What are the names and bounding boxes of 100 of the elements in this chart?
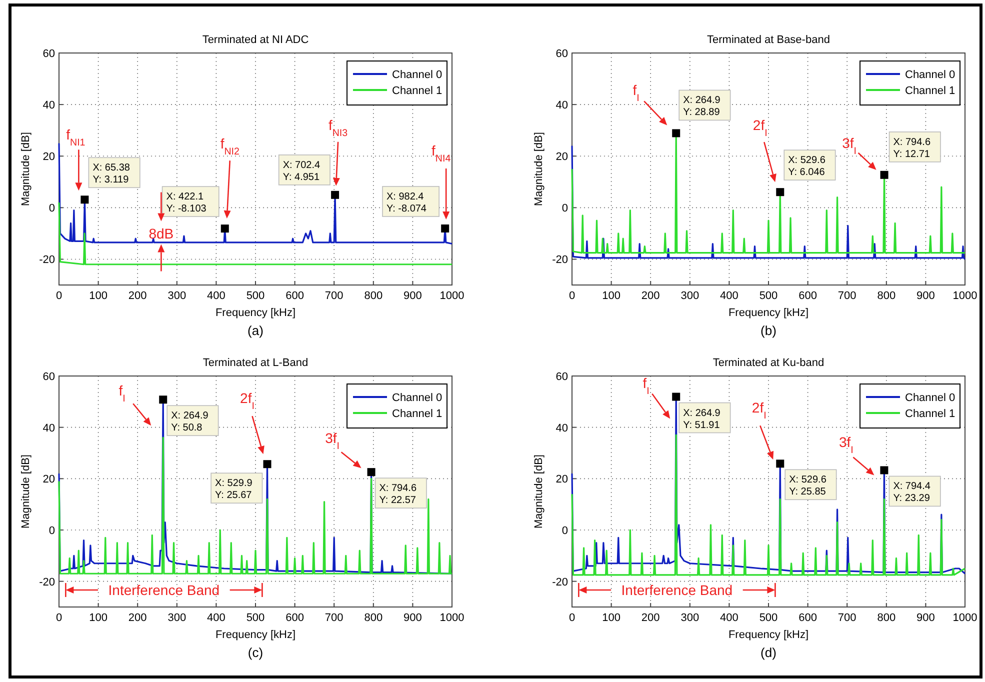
y-tick-label: -20 [552,254,568,266]
x-tick-label: 200 [128,612,147,624]
x-tick-label: 500 [246,290,265,302]
x-tick-label: 900 [916,612,935,624]
line-series [58,202,453,266]
x-tick-label: 600 [286,612,304,624]
y-tick-label: 20 [42,474,55,486]
chart-title: Terminated at L-Band [202,357,308,369]
x-tick-label: 400 [720,612,738,624]
annotation: X: 422.1 Y: -8.103 [166,192,207,215]
x-tick-label: 600 [798,290,817,302]
y-tick-label: 0 [562,525,568,537]
y-axis-title: Magnitude [dB] [533,454,545,528]
text: (b) [760,323,776,338]
x-tick-label: 100 [602,612,620,624]
annotation: f$_{NI3}$ [328,116,348,138]
annotation: 3f$_{I}$ [838,434,854,456]
y-tick-label: 60 [556,371,568,383]
x-tick-label: 700 [324,290,344,302]
annotation: X: 702.4 Y: 4.951 [282,160,321,183]
legend-label: Channel 0 [905,392,956,404]
y-tick-label: 20 [556,151,568,164]
y-tick-label: 20 [42,151,55,164]
legend-label: Channel 0 [392,392,442,404]
line-series [571,434,966,576]
x-tick-label: 1000 [952,612,978,624]
legend-label: Channel 0 [905,69,956,81]
x-tick-label: 300 [680,612,700,624]
y-tick-label: 40 [556,422,568,434]
annotation: f$_{NI1}$ [66,126,86,148]
annotation: f$_{NI4}$ [432,142,452,164]
y-tick-label: 60 [42,371,55,383]
x-tick-label: 800 [364,290,383,302]
x-tick-label: 400 [207,612,226,624]
text: (d) [760,645,776,660]
x-tick-label: 400 [720,290,738,302]
text: (a) [248,323,264,338]
chart-title: Terminated at Ku-band [712,357,824,369]
x-tick-label: 100 [602,290,620,302]
annotation: Interference Band [621,582,733,598]
annotation: X: 982.4 Y: -8.074 [386,191,427,214]
x-axis-title: Frequency [kHz] [215,629,296,641]
legend-label: Channel 1 [905,408,956,420]
annotation: X: 264.9 Y: 50.8 [171,410,209,434]
annotation: X: 794.6 Y: 12.71 [893,136,931,160]
x-tick-label: 500 [759,290,778,302]
annotation: 8dB [148,225,174,242]
annotation: 3f$_{I}$ [325,430,340,452]
annotation: X: 529.6 Y: 6.046 [788,155,826,178]
annotation: 3f$_{I}$ [842,134,856,156]
y-tick-label: 20 [556,474,568,486]
y-tick-label: 40 [556,100,568,112]
annotation: 2f$_{I}$ [752,400,766,422]
y-tick-label: 40 [42,100,55,112]
legend-label: Channel 1 [392,85,442,97]
annotation: X: 264.9 Y: 28.89 [683,95,721,118]
y-tick-label: 60 [556,48,568,60]
y-tick-label: 0 [562,202,568,215]
x-axis-title: Frequency [kHz] [215,307,296,319]
y-tick-label: -20 [39,254,55,266]
annotation: f$_{I}$ [632,82,640,104]
x-tick-label: 400 [207,290,226,302]
y-tick-label: 0 [48,202,55,215]
annotation: Interference Band [108,582,220,598]
x-tick-label: 500 [759,612,778,624]
annotation: f$_{I}$ [118,382,126,404]
annotation: 2f$_{I}$ [752,117,768,139]
x-tick-label: 200 [641,290,660,302]
chart-title: Terminated at Base-band [707,34,830,46]
y-axis-title: Magnitude [dB] [20,132,32,206]
x-tick-label: 300 [168,612,186,624]
y-tick-label: -20 [39,576,55,588]
x-tick-label: 700 [838,612,856,624]
y-tick-label: 0 [48,525,55,537]
x-tick-label: 200 [641,612,660,624]
annotation: 2f$_{I}$ [240,390,254,412]
legend-label: Channel 1 [905,85,956,97]
y-tick-label: -20 [552,576,568,588]
x-tick-label: 500 [246,612,265,624]
legend-label: Channel 1 [392,408,442,420]
x-tick-label: 100 [89,290,108,302]
x-tick-label: 600 [798,612,817,624]
annotation: X: 529.9 Y: 25.67 [215,478,253,502]
annotation: X: 794.6 Y: 22.57 [379,483,417,506]
x-tick-label: 800 [364,612,383,624]
annotation: X: 264.9 Y: 51.91 [683,408,721,431]
x-axis-title: Frequency [kHz] [728,629,809,641]
x-tick-label: 900 [916,290,935,302]
x-tick-label: 800 [877,612,896,624]
annotation: X: 65.38 Y: 3.119 [92,162,130,186]
x-tick-label: 600 [286,290,304,302]
x-tick-label: 700 [838,290,856,302]
x-tick-label: 900 [404,612,422,624]
annotation: f$_{NI2}$ [220,136,240,158]
x-tick-label: 300 [168,290,186,302]
y-axis-title: Magnitude [dB] [20,454,32,528]
x-tick-label: 1000 [440,290,464,302]
y-tick-label: 60 [42,48,55,60]
y-axis-title: Magnitude [dB] [533,132,545,206]
x-tick-label: 300 [680,290,700,302]
